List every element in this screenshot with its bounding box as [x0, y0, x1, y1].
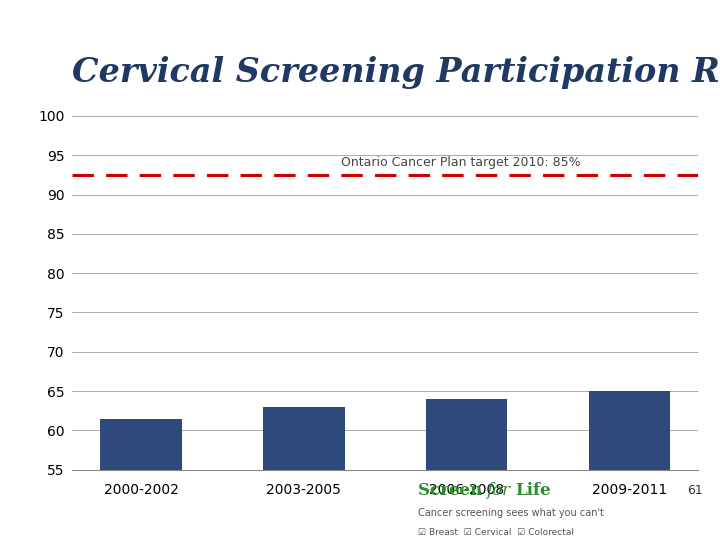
Text: Screen: Screen — [418, 482, 487, 500]
Text: Ontario Cancer Plan target 2010: 85%: Ontario Cancer Plan target 2010: 85% — [341, 156, 581, 168]
Text: ☑ Breast  ☑ Cervical  ☑ Colorectal: ☑ Breast ☑ Cervical ☑ Colorectal — [418, 529, 574, 537]
Text: Life: Life — [515, 482, 550, 500]
Text: Cervical Screening Participation Rate: Cervical Screening Participation Rate — [72, 56, 720, 90]
Text: for: for — [486, 482, 516, 500]
Bar — [588, 391, 670, 540]
Bar — [426, 399, 507, 540]
Text: Cancer screening sees what you can't: Cancer screening sees what you can't — [418, 508, 603, 518]
Text: 61: 61 — [687, 484, 703, 497]
Bar — [264, 407, 345, 540]
Bar — [101, 418, 182, 540]
